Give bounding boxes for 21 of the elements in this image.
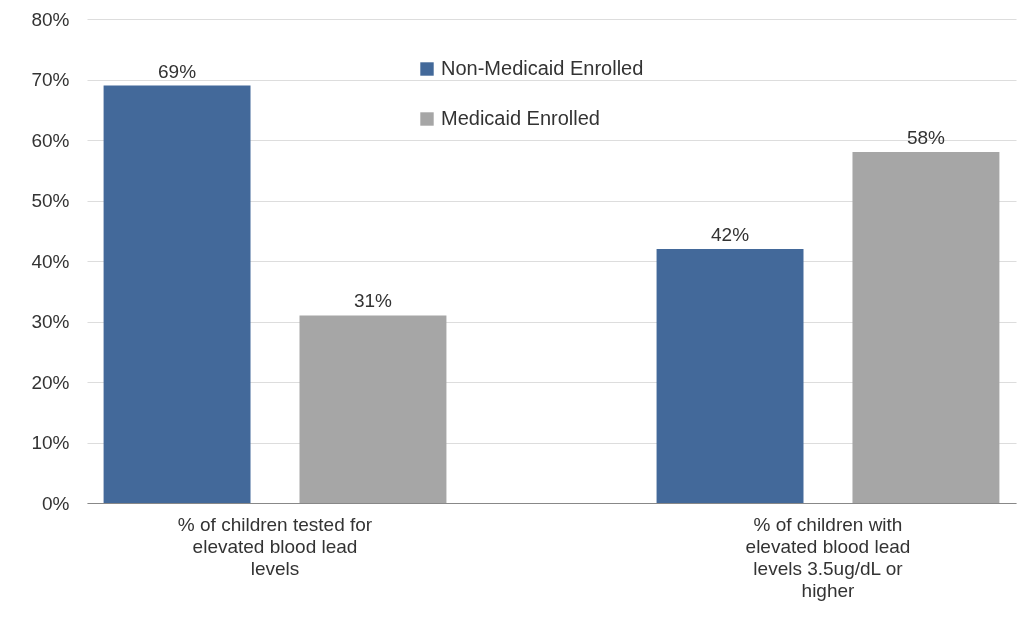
bar [656, 248, 804, 503]
data-label: 42% [711, 223, 750, 245]
data-label: 69% [158, 60, 197, 82]
x-tick-label: % of children tested for elevated blood lead levels [177, 513, 373, 579]
data-label: 58% [906, 127, 946, 149]
y-tick-label: 10% [31, 432, 70, 453]
bar [852, 152, 1000, 503]
y-tick-label: 50% [31, 190, 70, 211]
y-tick-label: 60% [31, 129, 70, 151]
data-label: 31% [353, 290, 393, 312]
y-tick-label: 0% [42, 492, 70, 514]
bar [299, 315, 447, 503]
y-tick-label: 20% [31, 371, 70, 393]
y-tick-label: 30% [31, 311, 70, 332]
legend-label: Medicaid Enrolled [441, 107, 600, 129]
x-tick-label: % of children with elevated blood lead levels 3.5ug/dL or higher [745, 513, 911, 601]
y-tick-label: 40% [31, 250, 70, 272]
bar [103, 85, 251, 503]
legend-label: Non-Medicaid Enrolled [441, 57, 644, 79]
y-tick-label: 70% [31, 69, 70, 90]
y-tick-label: 80% [31, 8, 70, 30]
